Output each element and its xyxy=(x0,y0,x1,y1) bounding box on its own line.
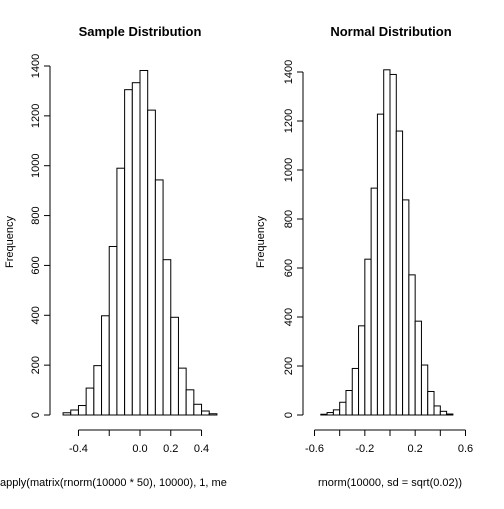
histogram-bar xyxy=(389,73,397,416)
x-tick-label: 0.2 xyxy=(408,443,423,455)
histogram-bar xyxy=(193,403,203,416)
histogram-bar xyxy=(446,413,454,416)
histogram-bar xyxy=(177,367,187,416)
x-tick-label: -0.4 xyxy=(69,443,88,455)
histogram-bar xyxy=(131,82,141,416)
histogram-bar xyxy=(170,316,179,416)
y-tick-label: 800 xyxy=(30,206,42,224)
y-tick-label: 600 xyxy=(283,259,295,277)
x-axis-label: apply(matrix(rnorm(10000 * 50), 10000), … xyxy=(0,477,227,489)
histogram-bar xyxy=(351,367,360,416)
y-tick-label: 400 xyxy=(283,308,295,326)
histogram-bar xyxy=(402,199,410,416)
y-tick-label: 0 xyxy=(30,412,42,418)
histogram-bar xyxy=(370,187,378,416)
x-axis-label: rnorm(10000, sd = sqrt(0.02)) xyxy=(318,477,462,489)
histogram-bar xyxy=(383,69,391,416)
histogram-bar xyxy=(420,364,429,416)
histogram-bar xyxy=(147,109,156,416)
histogram-bar xyxy=(62,412,72,416)
histogram-bar xyxy=(93,365,103,416)
histogram-bar xyxy=(320,413,328,416)
x-tick-label: 0.2 xyxy=(163,443,178,455)
y-tick-label: 200 xyxy=(283,357,295,375)
y-tick-label: 600 xyxy=(30,256,42,274)
histogram-bar xyxy=(124,89,133,416)
y-tick-label: 1400 xyxy=(30,54,42,78)
histogram-bar xyxy=(376,113,385,416)
x-tick-label: 0.4 xyxy=(194,443,209,455)
histogram-bar xyxy=(358,325,366,416)
y-tick-label: 400 xyxy=(30,306,42,324)
histogram-bar xyxy=(77,405,87,416)
chart-title: Sample Distribution xyxy=(79,24,202,39)
x-tick-label: -0.2 xyxy=(355,443,374,455)
y-axis-label: Frequency xyxy=(255,216,267,268)
y-tick-label: 1000 xyxy=(283,158,295,182)
y-tick-label: 1400 xyxy=(283,60,295,84)
histogram-bar xyxy=(408,274,416,416)
y-tick-label: 800 xyxy=(283,210,295,228)
histogram-bars xyxy=(62,69,218,416)
histogram-bar xyxy=(433,405,441,416)
y-tick-label: 1200 xyxy=(283,109,295,133)
histogram-bar xyxy=(414,320,422,416)
panel-sample-distribution: Sample Distribution Frequency apply(matr… xyxy=(0,24,227,489)
histogram-bar xyxy=(201,410,210,416)
y-tick-label: 1000 xyxy=(30,153,42,177)
histogram-bar xyxy=(395,130,404,416)
histogram-bar xyxy=(185,389,195,416)
histogram-bar xyxy=(139,69,149,416)
histogram-bar xyxy=(439,410,448,416)
chart-title: Normal Distribution xyxy=(330,24,451,39)
histogram-bar xyxy=(427,390,435,416)
y-tick-label: 200 xyxy=(30,356,42,374)
panel-normal-distribution: Normal Distribution Frequency rnorm(1000… xyxy=(255,24,473,489)
histogram-bar xyxy=(154,179,164,416)
x-tick-label: 0.6 xyxy=(458,443,473,455)
histogram-bar xyxy=(85,387,95,416)
histogram-bar xyxy=(364,258,372,416)
y-tick-label: 1200 xyxy=(30,104,42,128)
histogram-bars xyxy=(320,69,454,416)
histogram-bar xyxy=(339,401,347,416)
x-tick-label: 0.0 xyxy=(132,443,147,455)
x-tick-label: -0.6 xyxy=(305,443,324,455)
histogram-bar xyxy=(116,167,126,416)
y-tick-label: 0 xyxy=(283,412,295,418)
histogram-bar xyxy=(332,409,341,416)
histogram-bar xyxy=(208,413,218,416)
histogram-bar xyxy=(101,315,110,416)
y-axis-label: Frequency xyxy=(4,216,16,268)
histogram-bar xyxy=(162,259,172,416)
histogram-bar xyxy=(326,412,334,416)
histogram-bar xyxy=(345,390,353,416)
histogram-bar xyxy=(108,245,118,416)
histogram-bar xyxy=(70,409,79,416)
